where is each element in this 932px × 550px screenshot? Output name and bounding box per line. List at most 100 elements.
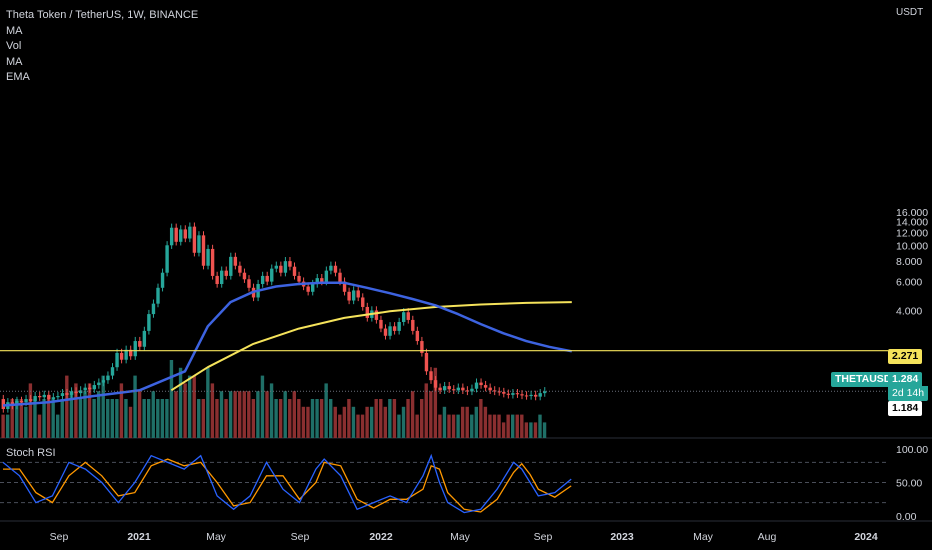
candle-body: [138, 341, 142, 347]
volume-bar: [474, 406, 478, 438]
volume-bar: [238, 391, 242, 438]
volume-bar: [160, 399, 165, 438]
volume-bar: [342, 406, 347, 438]
candle-body: [333, 265, 338, 273]
volume-bar: [192, 375, 196, 438]
volume-bar: [433, 367, 438, 438]
volume-bar: [19, 399, 23, 438]
volume-bar: [369, 406, 374, 438]
stoch-rsi-k-line: [2, 453, 572, 514]
price-tick-label: 8.000: [896, 256, 922, 268]
volume-bar: [392, 399, 397, 438]
volume-bar: [269, 383, 274, 438]
volume-bar: [24, 406, 28, 438]
candle-body: [156, 287, 160, 304]
candle-body: [260, 275, 265, 285]
volume-bar: [251, 399, 256, 438]
volume-bar: [383, 406, 387, 438]
indicator-ma-1[interactable]: MA: [6, 24, 23, 37]
volume-bar: [497, 414, 501, 438]
candle-body: [88, 387, 92, 390]
candle-body: [474, 382, 479, 389]
chart-legend: Theta Token / TetherUS, 1W, BINANCE MA V…: [6, 8, 198, 86]
volume-bar: [329, 399, 333, 438]
volume-bar: [442, 406, 447, 438]
volume-bar: [511, 414, 515, 438]
volume-bar: [429, 391, 433, 438]
volume-bar: [415, 414, 419, 438]
time-tick-label: 2021: [127, 531, 151, 543]
volume-bar: [315, 399, 319, 438]
volume-bar: [87, 383, 92, 438]
volume-bar: [438, 414, 442, 438]
candle-body: [502, 392, 506, 394]
time-tick-label: Sep: [534, 531, 553, 543]
volume-bar: [424, 383, 428, 438]
volume-bar: [174, 391, 178, 438]
candle-body: [24, 399, 28, 403]
stoch-rsi-title[interactable]: Stoch RSI: [6, 447, 56, 459]
candle-body: [233, 256, 238, 266]
symbol-title[interactable]: Theta Token / TetherUS, 1W, BINANCE: [6, 9, 199, 21]
candle-body: [115, 352, 119, 368]
price-unit-label: USDT: [896, 7, 924, 18]
volume-bar: [347, 399, 351, 438]
candle-body: [56, 396, 60, 398]
indicator-vol[interactable]: Vol: [6, 40, 22, 52]
candle-body: [483, 385, 488, 388]
candle-body: [543, 391, 547, 394]
candle-body: [361, 297, 365, 307]
candle-body: [470, 388, 474, 392]
candle-body: [342, 281, 347, 292]
countdown-tag: 2d 14h: [888, 386, 929, 401]
candle-body: [192, 226, 197, 253]
volume-bar: [156, 399, 160, 438]
volume-bar: [465, 406, 469, 438]
candle-body: [92, 385, 96, 390]
volume-bar: [96, 391, 101, 438]
price-tick-label: 12.000: [896, 227, 928, 239]
last-price-tag: 1.284: [888, 372, 923, 387]
volume-bar: [360, 414, 365, 438]
candle-body: [147, 314, 151, 331]
volume-bar: [1, 414, 5, 438]
volume-bar: [460, 406, 465, 438]
volume-bar: [447, 414, 451, 438]
volume-bar: [529, 422, 533, 438]
volume-bar: [338, 414, 342, 438]
volume-bar: [406, 399, 410, 438]
volume-bar: [65, 375, 69, 438]
candle-body: [365, 306, 369, 318]
candle-body: [270, 268, 274, 282]
rsi-tick-label: 0.00: [896, 511, 917, 523]
candle-body: [529, 394, 533, 397]
volume-bar: [247, 391, 251, 438]
time-tick-label: 2024: [854, 531, 878, 543]
candle-body: [279, 265, 283, 273]
candle-body: [210, 248, 215, 276]
volume-bar: [101, 375, 105, 438]
volume-bar: [260, 375, 265, 438]
candle-body: [247, 279, 251, 288]
volume-bar: [451, 414, 456, 438]
volume-bar: [33, 399, 37, 438]
time-tick-label: Sep: [50, 531, 69, 543]
candle-body: [356, 290, 360, 298]
candle-body: [347, 291, 351, 301]
candle-body: [265, 275, 269, 282]
volume-bar: [165, 399, 169, 438]
volume-bar: [46, 399, 51, 438]
volume-bar: [374, 399, 378, 438]
volume-bar: [301, 406, 306, 438]
indicator-ema[interactable]: EMA: [6, 71, 30, 83]
candle-body: [411, 319, 415, 331]
candle-body: [119, 352, 124, 360]
price-tick-label: 16.000: [896, 207, 928, 219]
volume-bar: [524, 422, 529, 438]
candle-body: [452, 389, 456, 391]
volume-bar: [5, 414, 10, 438]
candle-body: [201, 235, 206, 266]
volume-bar: [274, 399, 278, 438]
indicator-ma-2[interactable]: MA: [6, 55, 23, 68]
